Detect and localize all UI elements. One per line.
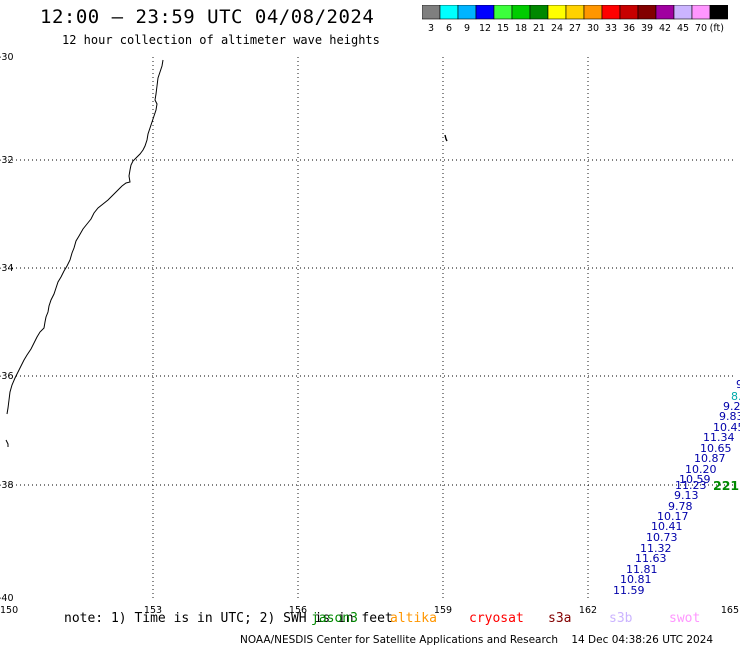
- latitude-tick-label: -32: [0, 155, 14, 166]
- scale-label: 24: [551, 23, 563, 34]
- scale-label: 39: [641, 23, 653, 34]
- coastline-fragment: [5, 439, 9, 447]
- map-title: 12:00 — 23:59 UTC 04/08/2024: [40, 6, 375, 28]
- lat-lon-grid: [8, 57, 736, 600]
- latitude-tick-label: -30: [0, 52, 14, 63]
- track-value-label: 10.59: [679, 473, 711, 486]
- track-value-label: 10.65: [700, 442, 732, 455]
- scale-label: 36: [623, 23, 635, 34]
- scale-label: 45: [677, 23, 689, 34]
- longitude-tick-label: 153: [144, 605, 162, 616]
- track-value-label: 9.13: [674, 489, 699, 502]
- scale-label: 42: [659, 23, 671, 34]
- satellite-legend-item: altika: [390, 611, 437, 626]
- latitude-tick-label: -36: [0, 371, 14, 382]
- scale-swatch: [709, 5, 728, 20]
- lord-howe-island: [444, 134, 448, 142]
- satellite-legend-item: cryosat: [469, 611, 524, 626]
- track-value-label: 10.45: [713, 421, 740, 434]
- scale-label: 3: [428, 23, 434, 34]
- track-value-label: 10.73: [646, 531, 678, 544]
- track-value-label: 10.87: [694, 452, 726, 465]
- axis-tick-labels: 150 153 156 159 162 165 -30 -32 -34 -36 -38 -40: [0, 52, 739, 616]
- satellite-legend-item: s3b: [609, 611, 633, 626]
- latitude-tick-label: -38: [0, 480, 14, 491]
- track-value-label: 8.: [731, 390, 740, 403]
- scale-label: 70: [695, 23, 707, 34]
- track-value-label: 10.81: [620, 573, 652, 586]
- coastline-australia: [6, 59, 164, 415]
- track-value-label: 10.17: [657, 510, 689, 523]
- scale-label: 18: [515, 23, 527, 34]
- scale-unit: (ft): [710, 23, 724, 34]
- track-value-label: 10.41: [651, 520, 683, 533]
- track-value-label: 10.20: [685, 463, 717, 476]
- latitude-tick-label: -34: [0, 263, 14, 274]
- track-value-label: 9: [736, 378, 740, 391]
- track-value-label: 9.78: [668, 500, 693, 513]
- satellite-legend-item: s3a: [548, 611, 572, 626]
- track-edge-label: 221: [713, 478, 739, 493]
- satellite-legend-item: swot: [669, 611, 701, 626]
- scale-label: 12: [479, 23, 491, 34]
- scale-label: 27: [569, 23, 581, 34]
- longitude-tick-label: 165: [721, 605, 739, 616]
- latitude-tick-label: -40: [0, 593, 14, 604]
- longitude-tick-label: 150: [0, 605, 18, 616]
- track-value-label: 11.34: [703, 431, 735, 444]
- track-value-label: 11.23: [675, 479, 707, 492]
- track-value-label: 11.81: [626, 563, 658, 576]
- altimeter-track: 98.9.29.8310.4511.3410.6510.8710.2010.59…: [613, 378, 740, 597]
- wave-height-color-scale: 3 6 9 12 15 18 21 24 27 30 33 36 39 42 45 70 (ft): [422, 5, 728, 34]
- footnote: note: 1) Time is in UTC; 2) SWH is in fe…: [64, 611, 393, 626]
- track-value-label: 11.59: [613, 584, 645, 597]
- longitude-tick-label: 156: [289, 605, 307, 616]
- scale-label: 30: [587, 23, 599, 34]
- scale-label: 6: [446, 23, 452, 34]
- scale-label: 15: [497, 23, 509, 34]
- scale-label: 33: [605, 23, 617, 34]
- credits-footer: NOAA/NESDIS Center for Satellite Applica…: [240, 634, 714, 646]
- scale-label: 9: [464, 23, 470, 34]
- satellite-legend-item: jason3: [311, 611, 358, 626]
- track-value-label: 9.83: [719, 410, 740, 423]
- longitude-tick-label: 159: [434, 605, 452, 616]
- scale-label: 21: [533, 23, 545, 34]
- track-value-label: 11.63: [635, 552, 667, 565]
- track-value-label: 11.32: [640, 542, 672, 555]
- map-subtitle: 12 hour collection of altimeter wave hei…: [62, 33, 380, 47]
- track-value-label: 9.2: [723, 400, 740, 413]
- longitude-tick-label: 162: [579, 605, 597, 616]
